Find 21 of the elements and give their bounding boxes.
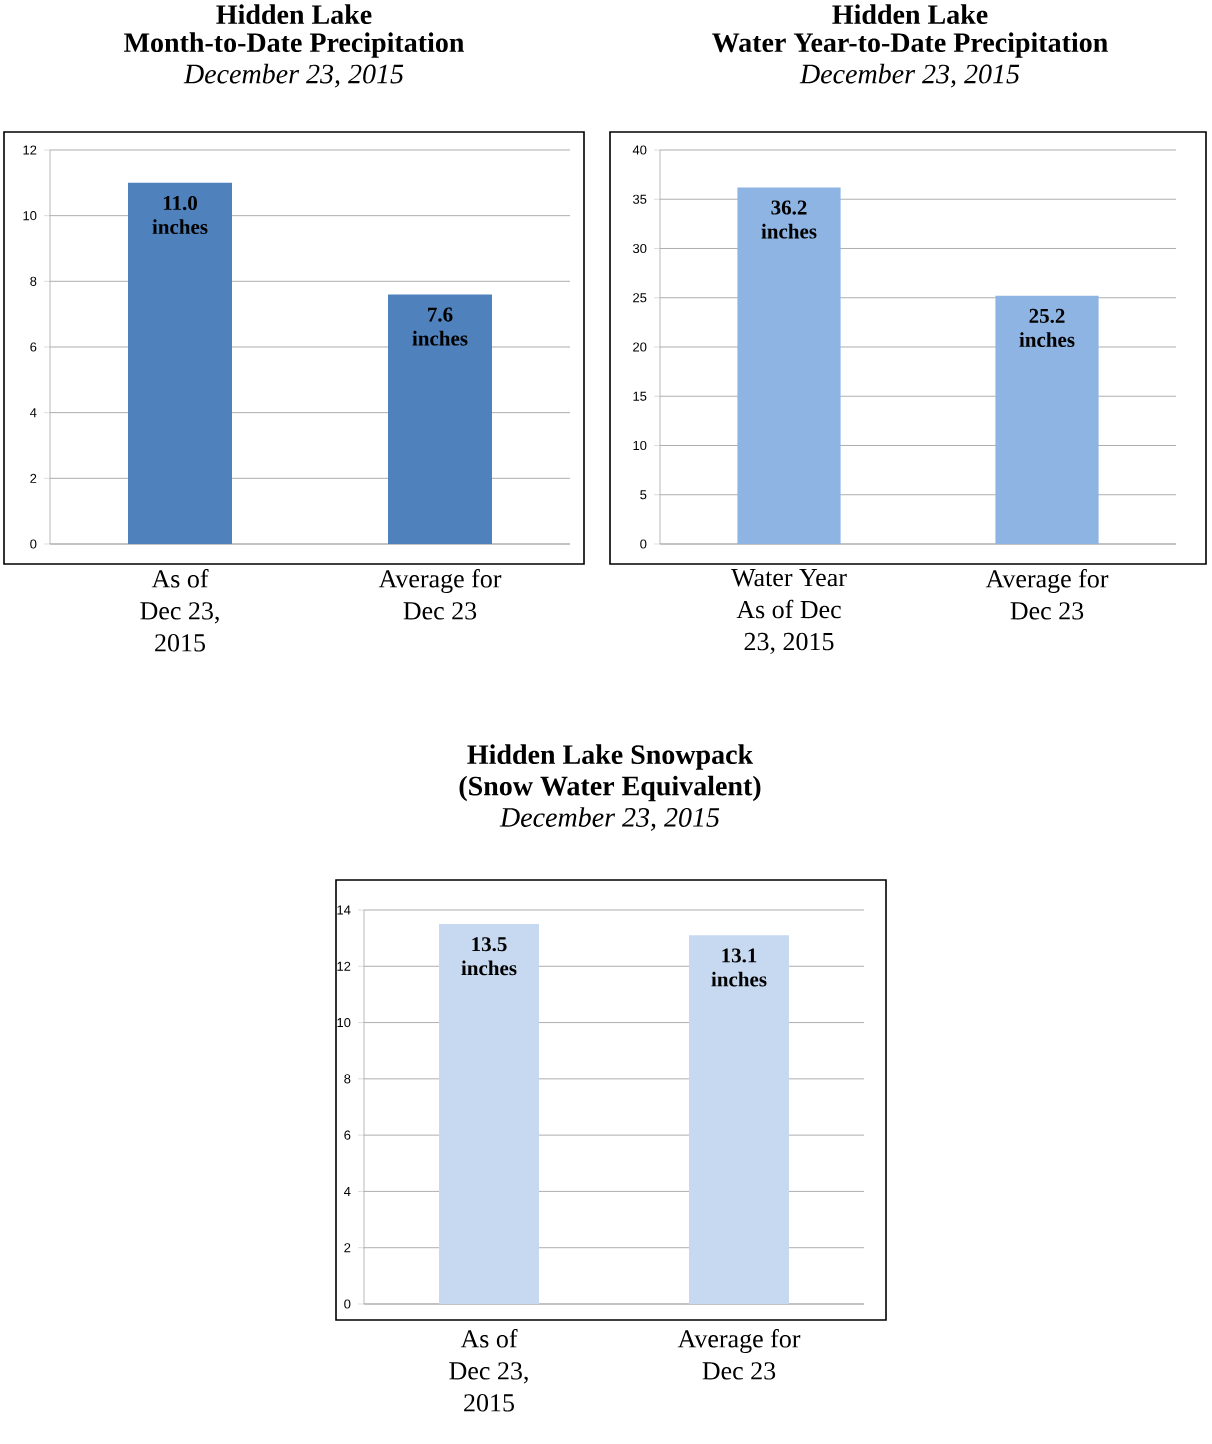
chart-subtitle: Month-to-Date Precipitation [124,32,465,58]
data-label: 13.5 inches [461,937,517,976]
data-label: 7.6 inches [412,307,468,346]
x-tick-label: As of Dec 23, 2015 [140,569,219,652]
text: December 23, 2015 [499,807,720,831]
chart-subtitle: Water Year-to-Date Precipitation [712,32,1108,58]
data-label: 11.0 inches [152,195,208,235]
x-tick-label: Average for Dec 23 [677,1329,801,1380]
x-tick-label: Average for Dec 23 [378,569,502,620]
data-label: 25.2 inches [1019,308,1075,347]
chart-title: Hidden Lake Snowpack [467,744,754,770]
chart-title: Hidden Lake [216,4,372,25]
x-tick-label: Average for Dec 23 [985,569,1109,620]
x-tick-label: Water Year As of Dec 23, 2015 [731,569,847,655]
chart-subtitle: (Snow Water Equivalent) [459,775,761,802]
data-label: 13.1 inches [711,948,767,987]
text: December 23, 2015 [799,63,1020,88]
text: December 23, 2015 [183,63,404,88]
x-tick-label: As of Dec 23, 2015 [449,1329,528,1412]
data-label: 36.2 inches [761,200,817,239]
chart-title: Hidden Lake [832,4,988,25]
